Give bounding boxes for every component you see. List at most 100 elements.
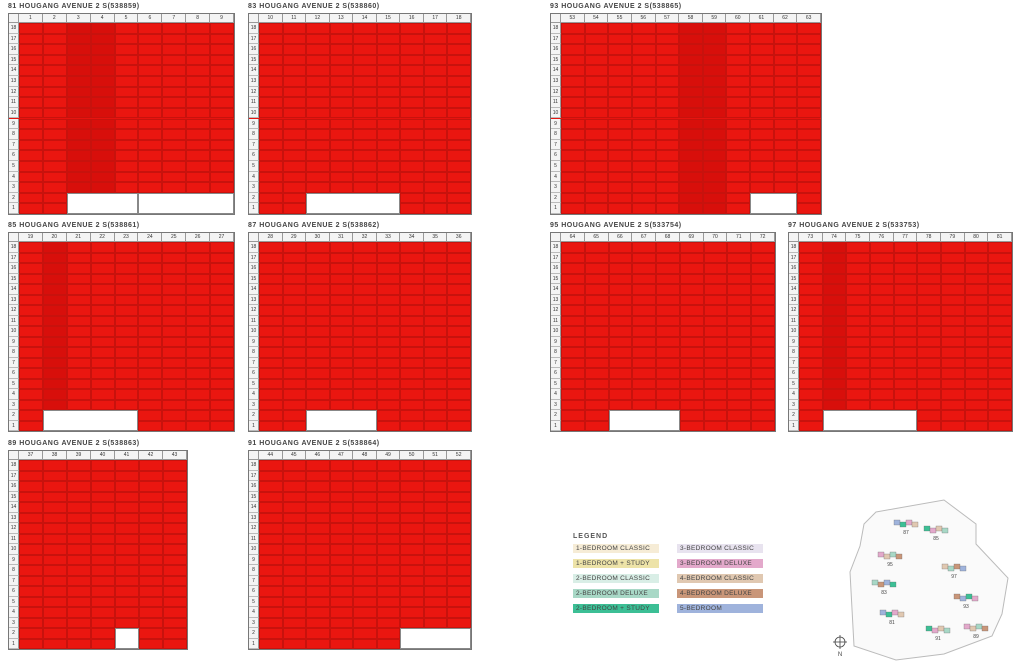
unit-cell[interactable] (376, 410, 401, 421)
unit-cell[interactable] (822, 357, 847, 368)
unit-cell[interactable] (353, 129, 377, 140)
unit-cell[interactable] (353, 326, 377, 337)
unit-cell[interactable] (423, 118, 448, 130)
unit-cell[interactable] (561, 182, 585, 193)
unit-cell[interactable] (400, 284, 424, 295)
unit-cell[interactable] (400, 118, 424, 130)
unit-cell[interactable] (282, 294, 307, 305)
unit-cell[interactable] (917, 357, 941, 368)
unit-cell[interactable] (561, 284, 585, 295)
unit-cell[interactable] (376, 617, 401, 628)
unit-cell[interactable] (210, 171, 234, 183)
unit-cell[interactable] (751, 399, 775, 410)
unit-cell[interactable] (773, 150, 798, 161)
unit-cell[interactable] (259, 336, 283, 347)
unit-cell[interactable] (447, 86, 471, 98)
unit-cell[interactable] (114, 326, 139, 337)
unit-cell[interactable] (655, 203, 680, 214)
unit-cell[interactable] (306, 533, 330, 544)
unit-cell[interactable] (282, 33, 307, 45)
unit-cell[interactable] (329, 263, 354, 274)
unit-cell[interactable] (90, 242, 115, 253)
unit-cell[interactable] (329, 565, 354, 576)
unit-cell[interactable] (584, 76, 609, 87)
unit-cell[interactable] (679, 347, 704, 358)
unit-cell[interactable] (631, 171, 656, 183)
unit-cell[interactable] (353, 118, 377, 130)
unit-cell[interactable] (447, 326, 471, 337)
unit-cell[interactable] (988, 252, 1012, 263)
unit-cell[interactable] (353, 33, 377, 45)
unit-cell[interactable] (90, 326, 115, 337)
unit-cell[interactable] (679, 378, 704, 389)
unit-cell[interactable] (282, 368, 307, 379)
unit-cell[interactable] (114, 263, 139, 274)
unit-cell[interactable] (376, 107, 401, 119)
unit-cell[interactable] (162, 284, 187, 295)
unit-cell[interactable] (941, 368, 965, 379)
unit-cell[interactable] (423, 139, 448, 151)
unit-cell[interactable] (163, 502, 187, 513)
unit-cell[interactable] (447, 389, 471, 400)
unit-cell[interactable] (656, 273, 680, 284)
unit-cell[interactable] (91, 502, 115, 513)
unit-cell[interactable] (702, 86, 727, 98)
unit-cell[interactable] (329, 44, 354, 55)
unit-cell[interactable] (423, 607, 448, 618)
unit-cell[interactable] (632, 284, 657, 295)
unit-cell[interactable] (584, 65, 609, 77)
unit-cell[interactable] (186, 315, 211, 326)
unit-cell[interactable] (138, 252, 163, 263)
unit-cell[interactable] (138, 44, 163, 55)
unit-cell[interactable] (306, 76, 330, 87)
unit-cell[interactable] (447, 470, 471, 481)
unit-cell[interactable] (210, 150, 234, 161)
unit-cell[interactable] (679, 315, 704, 326)
unit-cell[interactable] (259, 305, 283, 316)
unit-cell[interactable] (799, 347, 823, 358)
unit-cell[interactable] (139, 565, 163, 576)
unit-cell[interactable] (114, 86, 139, 98)
unit-cell[interactable] (679, 336, 704, 347)
unit-cell[interactable] (726, 65, 751, 77)
unit-cell[interactable] (353, 284, 377, 295)
unit-cell[interactable] (259, 399, 283, 410)
unit-cell[interactable] (90, 33, 115, 45)
unit-cell[interactable] (799, 315, 823, 326)
unit-cell[interactable] (353, 65, 377, 77)
unit-cell[interactable] (655, 54, 680, 66)
unit-cell[interactable] (19, 160, 43, 172)
unit-cell[interactable] (282, 596, 307, 607)
unit-cell[interactable] (210, 44, 234, 55)
unit-cell[interactable] (186, 389, 211, 400)
unit-cell[interactable] (376, 242, 401, 253)
unit-cell[interactable] (376, 347, 401, 358)
unit-cell[interactable] (561, 54, 585, 66)
unit-cell[interactable] (114, 160, 139, 172)
unit-cell[interactable] (353, 263, 377, 274)
unit-cell[interactable] (727, 273, 752, 284)
unit-cell[interactable] (376, 129, 401, 140)
unit-cell[interactable] (679, 203, 703, 214)
unit-cell[interactable] (941, 389, 965, 400)
unit-cell[interactable] (91, 533, 115, 544)
unit-cell[interactable] (750, 65, 774, 77)
unit-cell[interactable] (91, 628, 115, 639)
unit-cell[interactable] (186, 97, 211, 108)
unit-cell[interactable] (400, 294, 424, 305)
unit-cell[interactable] (941, 305, 965, 316)
unit-cell[interactable] (353, 607, 377, 618)
unit-cell[interactable] (656, 305, 680, 316)
unit-cell[interactable] (306, 54, 330, 66)
unit-cell[interactable] (353, 182, 377, 193)
unit-cell[interactable] (329, 575, 354, 586)
unit-cell[interactable] (584, 284, 609, 295)
unit-cell[interactable] (259, 420, 283, 431)
unit-cell[interactable] (608, 171, 632, 183)
unit-cell[interactable] (584, 118, 609, 130)
unit-cell[interactable] (114, 150, 139, 161)
unit-cell[interactable] (726, 33, 751, 45)
unit-cell[interactable] (608, 326, 633, 337)
unit-cell[interactable] (447, 554, 471, 565)
unit-cell[interactable] (19, 502, 43, 513)
